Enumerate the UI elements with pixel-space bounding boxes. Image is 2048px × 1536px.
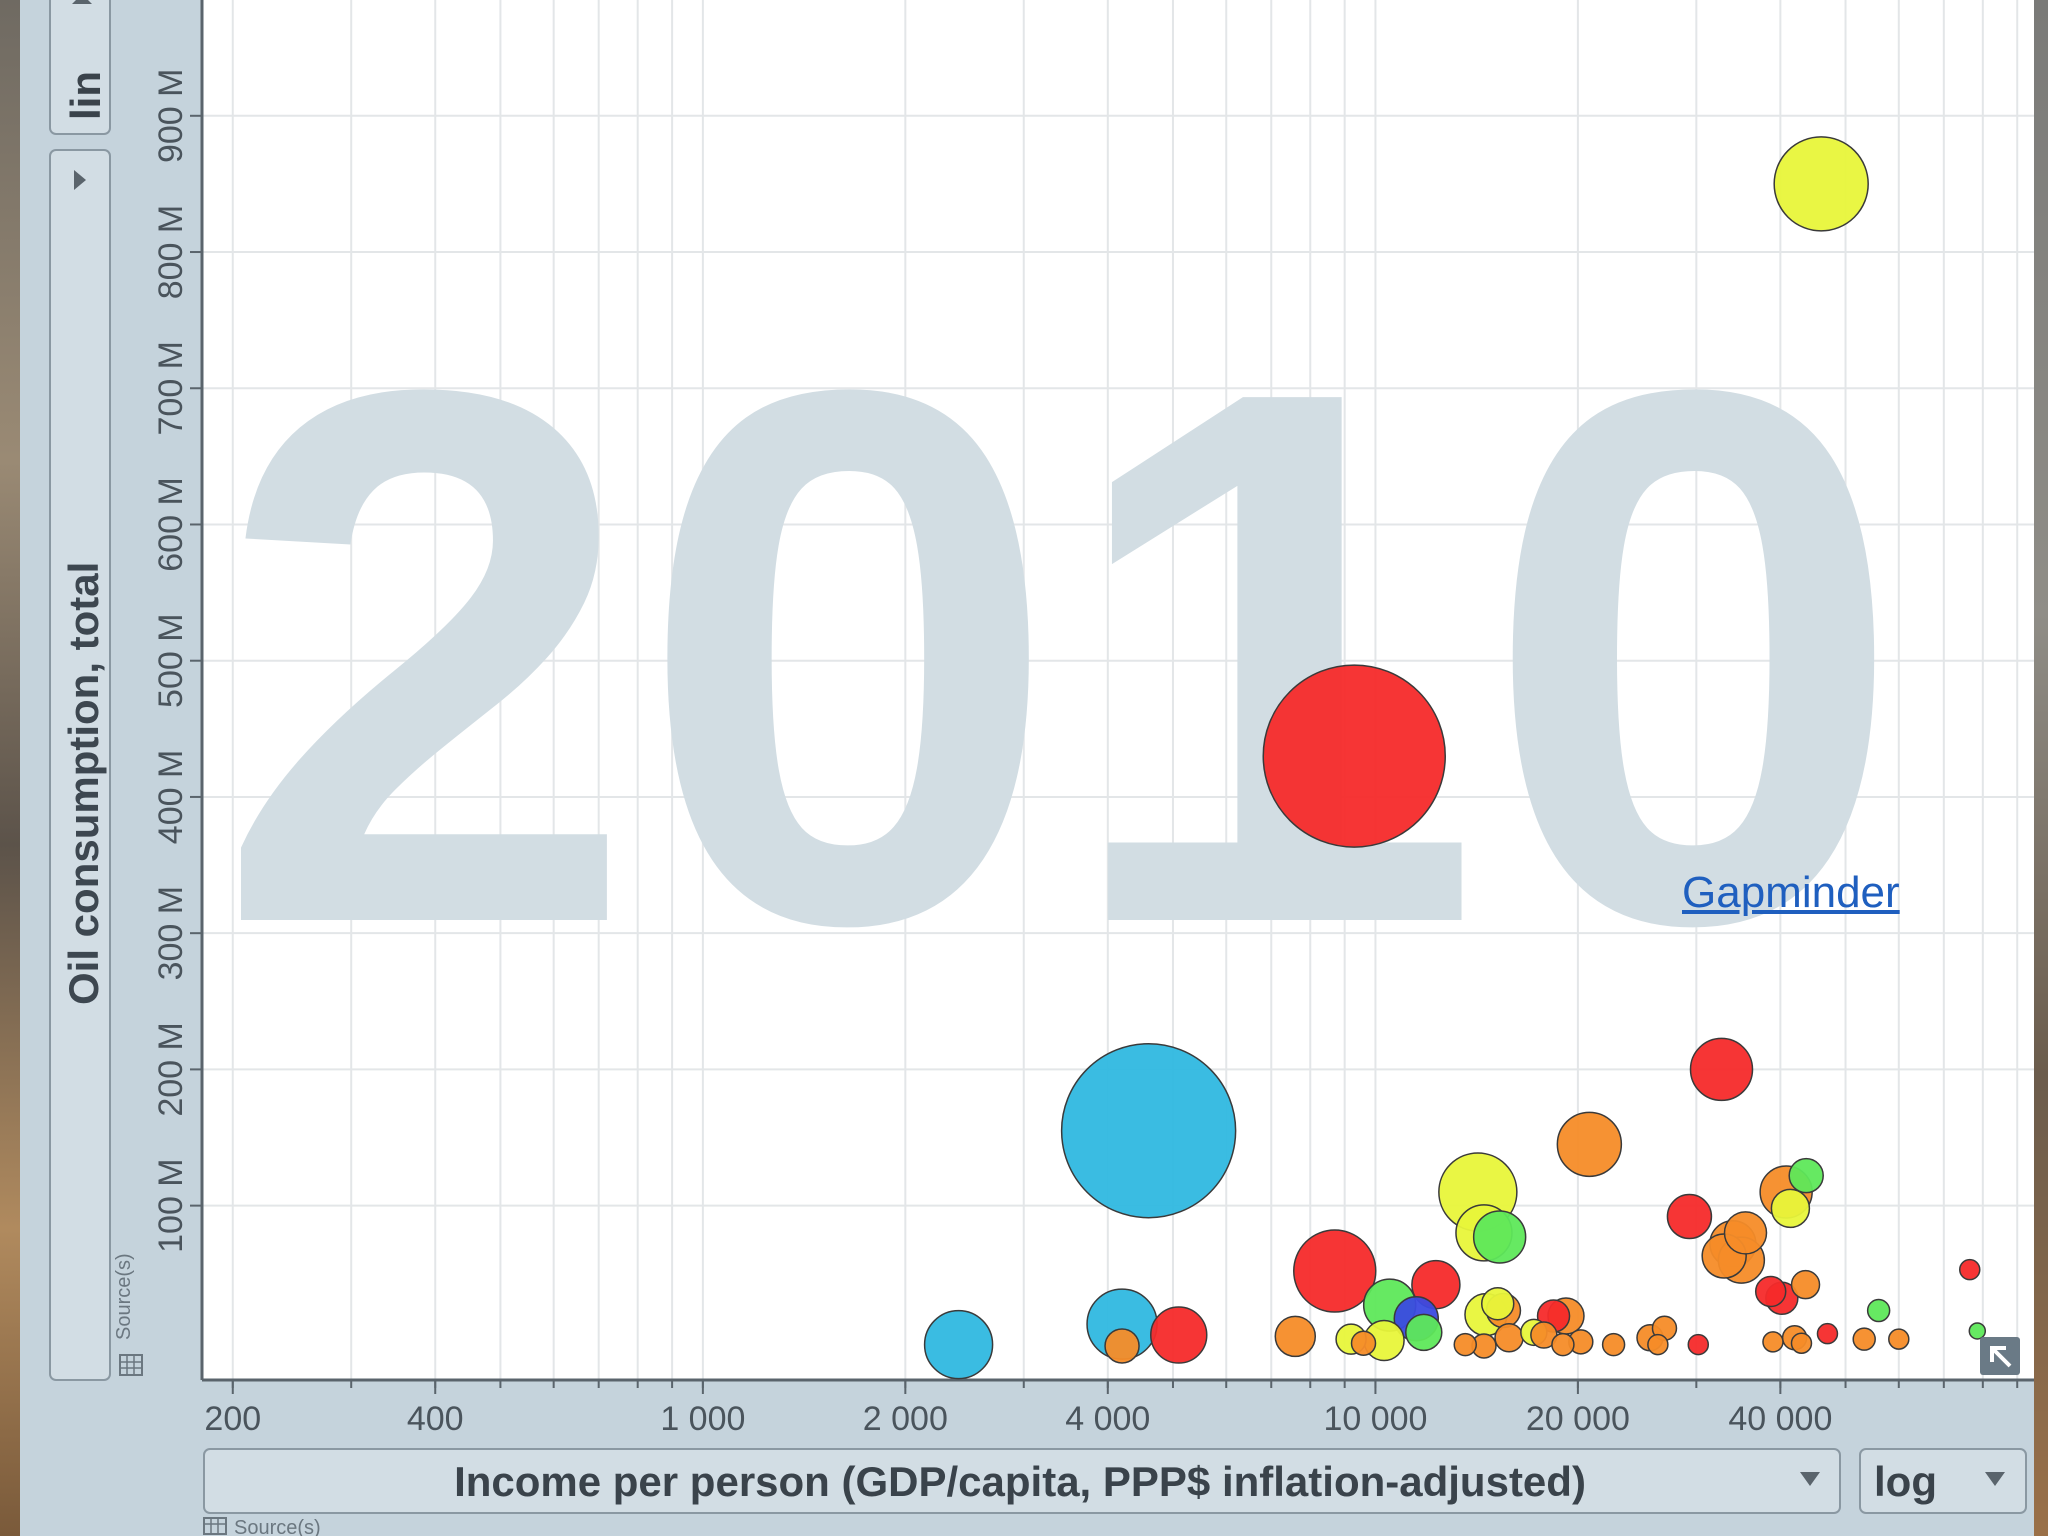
data-bubble[interactable] [1150,1306,1208,1364]
y-indicator-selector[interactable] [49,149,111,1381]
data-bubble[interactable] [1754,1275,1787,1308]
y-tick-label: 300 M [152,886,190,981]
x-tick-label: 400 [407,1400,464,1438]
x-tick-label: 10 000 [1323,1400,1427,1438]
x-axis-title[interactable]: Income per person (GDP/capita, PPP$ infl… [454,1458,1586,1505]
data-bubble[interactable] [1647,1333,1669,1356]
data-bubble[interactable] [1723,1211,1768,1255]
chevron-down-icon[interactable] [1985,1472,2005,1486]
expand-icon[interactable] [1980,1337,2020,1375]
axes [190,0,2034,1394]
data-bubble[interactable] [1453,1332,1478,1357]
data-bubble[interactable] [923,1309,994,1380]
data-bubble[interactable] [1959,1258,1981,1281]
data-bubble[interactable] [1350,1330,1377,1356]
data-bubble[interactable] [1687,1333,1710,1356]
x-tick-label: 2 000 [863,1400,948,1438]
grid-lines [202,0,2034,1380]
y-axis-controls: lin Oil consumption, total Source(s) [49,0,143,1381]
data-bubble[interactable] [1816,1322,1839,1345]
x-source-label[interactable]: Source(s) [234,1517,321,1536]
x-tick-label: 4 000 [1065,1400,1150,1438]
data-bubble[interactable] [1770,1188,1811,1229]
bubble-chart[interactable]: lin Oil consumption, total Source(s) 201… [20,0,2034,1536]
triangle-right-icon[interactable] [74,170,86,190]
tick-labels: 200 400 1 000 2 000 4 000 10 000 20 000 40 000 1… [152,69,1832,1438]
background-edge-right [2034,0,2048,1536]
y-tick-label: 100 M [152,1158,190,1253]
data-bubble[interactable] [1556,1111,1623,1178]
data-bubble[interactable] [1104,1328,1140,1364]
x-scale-label[interactable]: log [1874,1458,1937,1505]
data-bubble[interactable] [1866,1298,1891,1323]
y-tick-label: 500 M [152,613,190,708]
data-bubble[interactable] [1773,136,1869,232]
data-bubble[interactable] [1689,1037,1754,1102]
chart-panel: lin Oil consumption, total Source(s) 201… [20,0,2034,1536]
data-bubble[interactable] [1968,1322,1987,1340]
y-tick-label: 400 M [152,750,190,845]
data-bubble[interactable] [1060,1042,1237,1219]
data-bubble[interactable] [1262,664,1446,848]
y-tick-label: 200 M [152,1022,190,1117]
y-tick-label: 900 M [152,69,190,164]
chevron-down-icon[interactable] [1800,1472,1820,1486]
x-indicator-selector[interactable] [203,1448,1841,1514]
year-watermark: 2010 [215,233,1906,1082]
y-scale-selector[interactable] [49,0,111,135]
chevron-up-icon[interactable] [72,0,92,4]
data-bubble[interactable] [1551,1332,1575,1357]
background-edge-left [0,0,20,1536]
x-scale-selector[interactable] [1859,1448,2027,1514]
x-tick-label: 1 000 [660,1400,745,1438]
data-bubble[interactable] [1762,1331,1784,1353]
y-tick-label: 600 M [152,477,190,572]
data-bubble[interactable] [1790,1332,1813,1354]
y-source-grid-icon[interactable] [119,1354,143,1376]
data-bubble[interactable] [1790,1269,1821,1300]
x-source-grid-icon[interactable] [203,1517,227,1535]
data-bubble[interactable] [1494,1323,1524,1353]
bubbles[interactable] [923,136,1987,1380]
data-bubble[interactable] [1788,1157,1824,1194]
y-tick-label: 700 M [152,341,190,436]
data-bubble[interactable] [1852,1327,1876,1351]
gapminder-link[interactable]: Gapminder [1682,868,1900,917]
data-bubble[interactable] [1888,1328,1910,1350]
x-tick-label: 40 000 [1728,1400,1832,1438]
x-tick-label: 200 [204,1400,261,1438]
data-bubble[interactable] [1274,1315,1317,1358]
y-scale-label[interactable]: lin [62,71,109,120]
y-axis-title[interactable]: Oil consumption, total [60,562,107,1005]
x-axis-controls: Income per person (GDP/capita, PPP$ infl… [203,1448,2027,1536]
x-tick-label: 20 000 [1526,1400,1630,1438]
y-tick-label: 800 M [152,205,190,299]
data-bubble[interactable] [1293,1229,1377,1313]
data-bubble[interactable] [1405,1313,1443,1352]
data-bubble[interactable] [1666,1193,1713,1240]
data-bubble[interactable] [1601,1332,1626,1357]
y-source-label[interactable]: Source(s) [113,1253,135,1340]
data-bubble[interactable] [1480,1286,1515,1321]
data-bubble[interactable] [1472,1210,1527,1264]
